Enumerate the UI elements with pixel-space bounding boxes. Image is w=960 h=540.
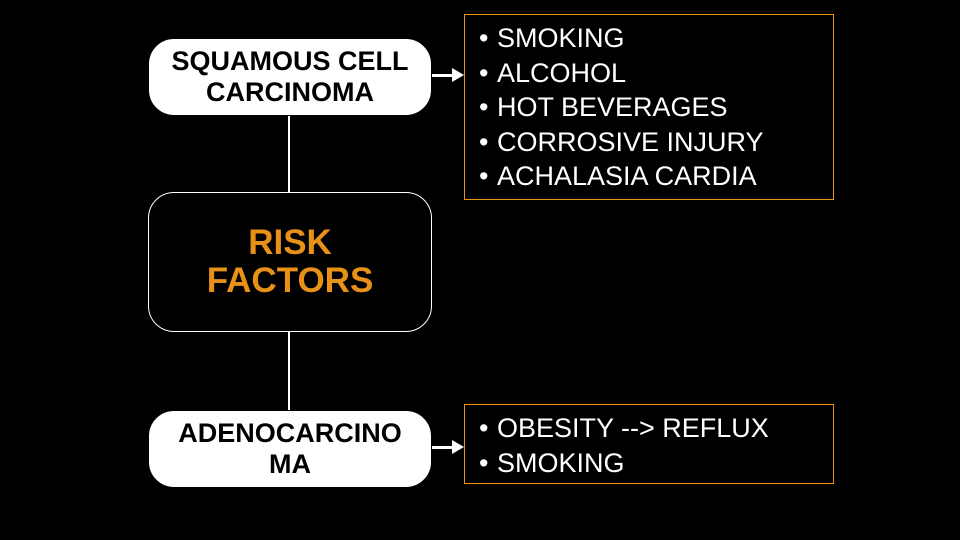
connector-bottom — [288, 332, 290, 410]
list-item: OBESITY --> REFLUX — [473, 411, 825, 446]
list-item: CORROSIVE INJURY — [473, 125, 825, 160]
node-adeno: ADENOCARCINO MA — [148, 410, 432, 488]
panel-adeno-list: OBESITY --> REFLUX SMOKING — [473, 411, 825, 480]
arrow-top — [432, 68, 464, 82]
node-risk-line2: FACTORS — [207, 261, 374, 300]
node-squamous-label: SQUAMOUS CELL CARCINOMA — [171, 46, 408, 108]
node-squamous-line2: CARCINOMA — [206, 77, 374, 107]
node-risk-line1: RISK — [248, 223, 332, 262]
list-item: HOT BEVERAGES — [473, 90, 825, 125]
panel-squamous-risks: SMOKING ALCOHOL HOT BEVERAGES CORROSIVE … — [464, 14, 834, 200]
list-item: ALCOHOL — [473, 56, 825, 91]
panel-adeno-risks: OBESITY --> REFLUX SMOKING — [464, 404, 834, 484]
connector-top — [288, 116, 290, 192]
node-squamous-line1: SQUAMOUS CELL — [171, 46, 408, 76]
node-risk-factors: RISK FACTORS — [148, 192, 432, 332]
panel-squamous-list: SMOKING ALCOHOL HOT BEVERAGES CORROSIVE … — [473, 21, 825, 194]
node-squamous: SQUAMOUS CELL CARCINOMA — [148, 38, 432, 116]
list-item: SMOKING — [473, 446, 825, 481]
node-adeno-line2: MA — [269, 449, 311, 479]
node-adeno-label: ADENOCARCINO MA — [178, 418, 402, 480]
list-item: ACHALASIA CARDIA — [473, 159, 825, 194]
node-adeno-line1: ADENOCARCINO — [178, 418, 402, 448]
list-item: SMOKING — [473, 21, 825, 56]
arrow-bottom — [432, 440, 464, 454]
node-risk-factors-label: RISK FACTORS — [207, 224, 374, 301]
